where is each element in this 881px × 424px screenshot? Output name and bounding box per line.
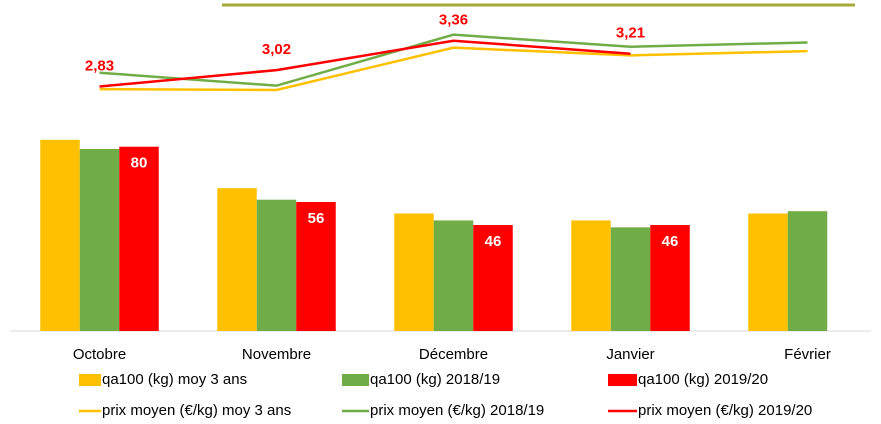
legend-label: prix moyen (€/kg) moy 3 ans [102,402,291,419]
bar-label: 46 [485,233,502,250]
bar [473,225,513,331]
x-tick-label: Décembre [419,346,488,363]
legend-label: qa100 (kg) 2018/19 [370,371,500,388]
bar [217,188,257,331]
bar [571,220,611,331]
bar [433,220,474,331]
bar [394,213,434,331]
bar-label: 56 [308,210,325,227]
legend-swatch [608,374,637,386]
line [99,39,631,88]
legend-label: qa100 (kg) moy 3 ans [102,371,247,388]
x-tick-label: Février [784,346,831,363]
bar [748,213,788,331]
bar [650,225,690,331]
line [99,33,808,87]
legend-label: prix moyen (€/kg) 2018/19 [370,402,544,419]
bar-label: 46 [662,233,679,250]
bar-label: 80 [131,155,148,172]
bar [40,139,80,331]
line-label: 3,36 [439,12,468,29]
legend-label: prix moyen (€/kg) 2019/20 [638,402,812,419]
line-label: 3,21 [616,25,645,42]
legend-swatch [79,374,101,386]
bar [79,149,120,331]
x-tick-label: Novembre [242,346,311,363]
line-label: 2,83 [85,57,114,74]
bar [296,201,336,331]
bar [256,199,297,331]
bar [787,211,828,331]
x-tick-label: Octobre [73,346,126,363]
bar [119,146,159,331]
bar [610,227,651,331]
legend-label: qa100 (kg) 2019/20 [638,371,768,388]
line-label: 3,02 [262,41,291,58]
legend-swatch [342,374,369,386]
line [99,46,808,92]
x-tick-label: Janvier [606,346,654,363]
